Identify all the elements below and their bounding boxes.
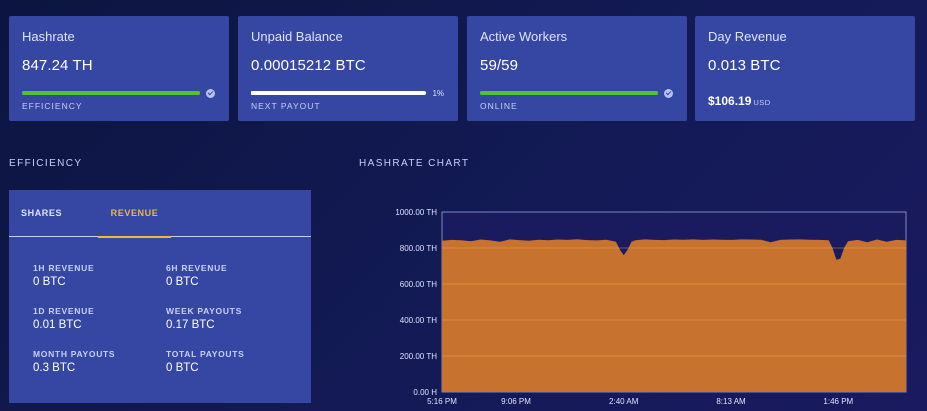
revenue-usd-value: $106.19 xyxy=(708,94,752,108)
day-revenue-card: Day Revenue 0.013 BTC $106.19 USD xyxy=(695,16,915,121)
revenue-card-value: 0.013 BTC xyxy=(708,57,781,74)
x-tick-label: 8:13 AM xyxy=(716,397,746,406)
stat-1h-revenue: 1H REVENUE 0 BTC xyxy=(33,263,94,288)
hashrate-card: Hashrate 847.24 TH EFFICIENCY xyxy=(9,16,229,121)
stat-1d-revenue: 1D REVENUE 0.01 BTC xyxy=(33,306,94,331)
stat-value: 0.01 BTC xyxy=(33,319,82,331)
check-icon xyxy=(206,88,215,98)
workers-online-bar xyxy=(480,88,673,98)
hashrate-card-title: Hashrate xyxy=(22,29,75,44)
y-tick-label: 200.00 TH xyxy=(400,352,437,361)
hashrate-chart: 0.00 H 200.00 TH 400.00 TH 600.00 TH 800.00 … xyxy=(395,208,907,406)
workers-bar-track xyxy=(480,91,658,95)
unpaid-card-title: Unpaid Balance xyxy=(251,29,343,44)
check-icon xyxy=(664,88,673,98)
hashrate-bar-fill xyxy=(22,91,200,95)
stat-label: 1D REVENUE xyxy=(33,306,95,316)
unpaid-bar-fill xyxy=(251,91,253,95)
payout-percent: 1% xyxy=(432,88,444,98)
efficiency-tabs: SHARES REVENUE xyxy=(9,190,311,238)
unpaid-card-value: 0.00015212 BTC xyxy=(251,57,366,74)
stat-total-payouts: TOTAL PAYOUTS 0 BTC xyxy=(166,349,245,374)
stat-label: WEEK PAYOUTS xyxy=(166,306,242,316)
stat-month-payouts: MONTH PAYOUTS 0.3 BTC xyxy=(33,349,115,374)
tab-revenue[interactable]: REVENUE xyxy=(98,190,171,238)
x-tick-label: 1:46 PM xyxy=(823,397,853,406)
efficiency-panel: SHARES REVENUE 1H REVENUE 0 BTC 6H REVEN… xyxy=(9,190,311,403)
stat-label: 1H REVENUE xyxy=(33,263,95,273)
stat-value: 0 BTC xyxy=(166,362,199,374)
revenue-usd-unit: USD xyxy=(753,98,771,107)
stat-value: 0.17 BTC xyxy=(166,319,215,331)
x-tick-label: 5:16 PM xyxy=(427,397,457,406)
stat-value: 0.3 BTC xyxy=(33,362,76,374)
hashrate-area xyxy=(442,239,906,392)
unpaid-bar-track xyxy=(251,91,427,95)
stat-value: 0 BTC xyxy=(33,276,66,288)
y-tick-label: 400.00 TH xyxy=(400,316,437,325)
stat-6h-revenue: 6H REVENUE 0 BTC xyxy=(166,263,227,288)
workers-card-sub: ONLINE xyxy=(480,101,518,111)
stat-label: 6H REVENUE xyxy=(166,263,228,273)
stat-label: TOTAL PAYOUTS xyxy=(166,349,245,359)
stat-value: 0 BTC xyxy=(166,276,199,288)
y-tick-label: 0.00 H xyxy=(413,388,437,397)
x-tick-label: 2:40 AM xyxy=(609,397,639,406)
workers-bar-fill xyxy=(480,91,658,95)
unpaid-balance-card: Unpaid Balance 0.00015212 BTC 1% NEXT PA… xyxy=(238,16,458,121)
x-tick-label: 9:06 PM xyxy=(501,397,531,406)
stat-week-payouts: WEEK PAYOUTS 0.17 BTC xyxy=(166,306,242,331)
unpaid-card-sub: NEXT PAYOUT xyxy=(251,101,321,111)
y-tick-label: 600.00 TH xyxy=(400,280,437,289)
active-workers-card: Active Workers 59/59 ONLINE xyxy=(467,16,687,121)
hashrate-card-sub: EFFICIENCY xyxy=(22,101,83,111)
hashrate-bar-track xyxy=(22,91,200,95)
y-tick-label: 800.00 TH xyxy=(400,244,437,253)
next-payout-bar: 1% xyxy=(251,88,444,98)
y-tick-label: 1000.00 TH xyxy=(395,208,437,217)
efficiency-section-title: EFFICIENCY xyxy=(9,158,83,169)
revenue-card-title: Day Revenue xyxy=(708,29,787,44)
hashrate-efficiency-bar xyxy=(22,88,215,98)
hashrate-card-value: 847.24 TH xyxy=(22,57,93,74)
workers-card-title: Active Workers xyxy=(480,29,568,44)
revenue-usd: $106.19 USD xyxy=(708,94,771,108)
workers-card-value: 59/59 xyxy=(480,57,519,74)
tab-shares[interactable]: SHARES xyxy=(21,208,63,218)
stat-label: MONTH PAYOUTS xyxy=(33,349,116,359)
hashrate-chart-section-title: HASHRATE CHART xyxy=(359,158,470,169)
